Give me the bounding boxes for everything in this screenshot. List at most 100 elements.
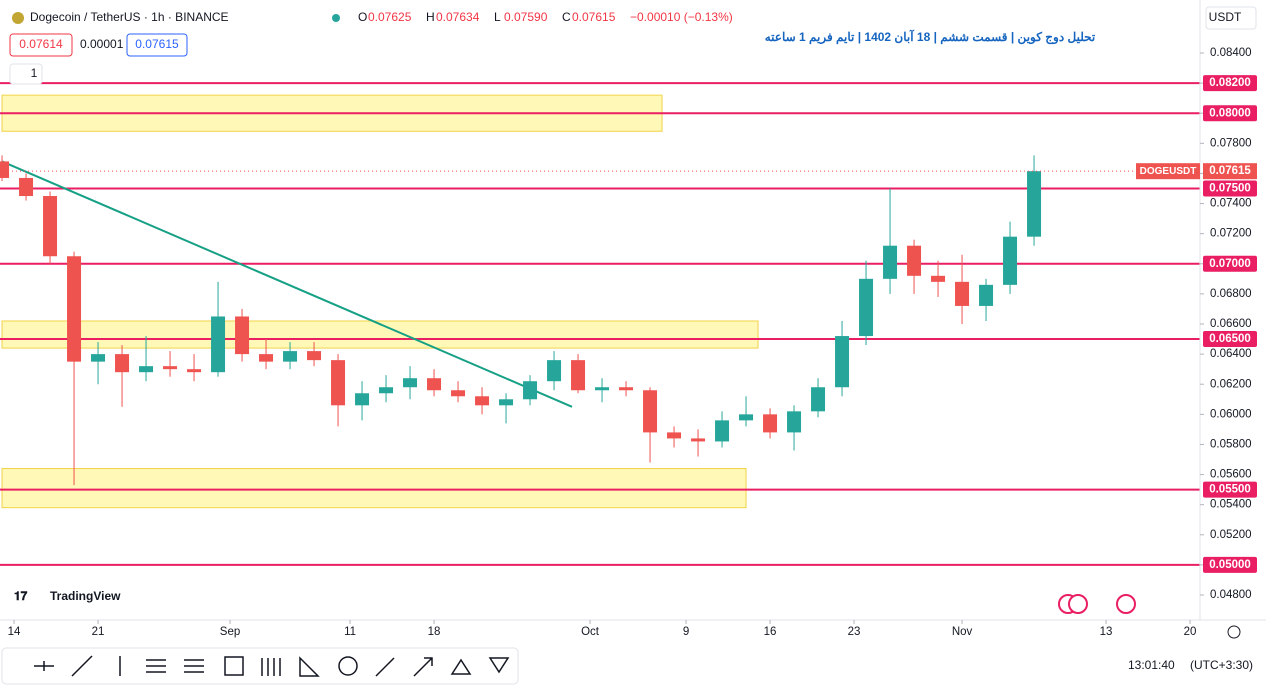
candle-body xyxy=(115,354,130,373)
candle-body xyxy=(499,399,514,406)
candle-body xyxy=(283,351,298,362)
candle-body xyxy=(1003,236,1018,285)
y-tick-label: 0.05400 xyxy=(1210,499,1252,511)
candle-body xyxy=(811,387,826,412)
y-tick-label: 0.06400 xyxy=(1210,348,1252,360)
level-label: 0.08200 xyxy=(1209,77,1251,89)
chart-title: تحلیل دوج کوین | قسمت ششم | 18 آبان 1402… xyxy=(765,28,1096,45)
candle-body xyxy=(67,256,82,362)
y-tick-label: 0.07200 xyxy=(1210,228,1252,240)
candle-body xyxy=(739,414,754,421)
candle-body xyxy=(523,381,538,400)
level-tag xyxy=(1203,105,1257,122)
bid-box[interactable] xyxy=(9,33,73,57)
currency-button[interactable] xyxy=(1205,6,1257,30)
level-label: 0.05500 xyxy=(1209,484,1251,496)
event-flag[interactable] xyxy=(1116,594,1136,614)
level-label: 0.05000 xyxy=(1209,559,1251,571)
level-tag xyxy=(1203,556,1257,573)
candle-body xyxy=(211,316,226,373)
candle-body xyxy=(859,278,874,337)
tool-parallel[interactable] xyxy=(146,659,166,673)
tool-line[interactable] xyxy=(71,655,93,677)
clock: 13:01:40 xyxy=(1128,658,1175,672)
tool-up[interactable] xyxy=(450,658,472,675)
brand-logo-mark: 𝟏𝟕 xyxy=(14,589,28,603)
plot xyxy=(0,82,1200,566)
ohlc: O 0.07625 H 0.07634 L 0.07590 C 0.07615 xyxy=(358,10,616,24)
last-price-label: 0.07615 xyxy=(1209,165,1251,177)
tool-brush[interactable] xyxy=(375,657,395,677)
candle-body xyxy=(19,177,34,197)
candle-body xyxy=(619,387,634,391)
event-flag[interactable] xyxy=(1068,594,1088,614)
bid: 0.07614 xyxy=(19,37,63,51)
currency: USDT xyxy=(1209,10,1242,24)
candle-body xyxy=(43,196,58,257)
ask-box[interactable] xyxy=(126,33,188,57)
level-label: 0.08000 xyxy=(1209,107,1251,119)
candle-body xyxy=(1027,171,1042,237)
candle-body xyxy=(235,316,250,355)
y-tick-label: 0.07400 xyxy=(1210,198,1252,210)
tool-cross[interactable] xyxy=(34,661,54,671)
candle-body xyxy=(163,366,178,370)
brand: TradingView xyxy=(50,589,121,603)
last-price-tag xyxy=(1203,163,1257,180)
tool-down[interactable] xyxy=(488,657,510,674)
tool-rect[interactable] xyxy=(224,656,244,676)
tool-circle[interactable] xyxy=(338,656,358,676)
spread: 0.00001 xyxy=(80,37,124,51)
zone xyxy=(1,468,747,509)
change: −0.00010 (−0.13%) xyxy=(630,10,733,24)
x-tick-label: 11 xyxy=(344,626,356,638)
y-tick-label: 0.06200 xyxy=(1210,378,1252,390)
level-tag xyxy=(1203,180,1257,197)
indicator-toggle[interactable] xyxy=(9,63,43,85)
x-tick-label: Nov xyxy=(952,626,973,638)
ohlc-value: 0.07625 xyxy=(368,10,412,24)
status-dot xyxy=(332,14,340,22)
candle-body xyxy=(787,411,802,433)
ohlc-value: 0.07590 xyxy=(504,10,548,24)
settings-icon[interactable] xyxy=(1227,625,1241,639)
candle-body xyxy=(0,161,10,178)
candle-body xyxy=(547,360,562,382)
x-tick-label: Oct xyxy=(581,626,600,638)
candle-body xyxy=(379,387,394,394)
candle-body xyxy=(931,275,946,282)
zone xyxy=(1,320,759,349)
tool-arrow[interactable] xyxy=(413,657,433,677)
coin-icon xyxy=(12,12,24,24)
tool-gann[interactable] xyxy=(261,658,281,676)
x-tick-label: 23 xyxy=(848,626,861,638)
y-tick-label: 0.07800 xyxy=(1210,137,1252,149)
candle-body xyxy=(259,354,274,362)
candle-body xyxy=(595,387,610,391)
candle-body xyxy=(979,284,994,306)
candle-body xyxy=(715,420,730,442)
x-tick-label: 20 xyxy=(1184,626,1197,638)
ohlc-key: H xyxy=(426,10,435,24)
x-tick-label: 9 xyxy=(683,626,689,638)
ohlc-value: 0.07615 xyxy=(572,10,616,24)
ohlc-key: C xyxy=(562,10,571,24)
tool-triangle[interactable] xyxy=(299,656,320,677)
y-tick-label: 0.04800 xyxy=(1210,589,1252,601)
y-tick-label: 0.05200 xyxy=(1210,529,1252,541)
candle-body xyxy=(883,245,898,279)
ohlc-key: L xyxy=(494,10,501,24)
y-tick-label: 0.06600 xyxy=(1210,318,1252,330)
candle-body xyxy=(427,378,442,391)
candle-body xyxy=(187,369,202,373)
candle-body xyxy=(451,390,466,397)
x-tick-label: 21 xyxy=(92,626,105,638)
candle-body xyxy=(643,390,658,433)
x-tick-label: Sep xyxy=(220,626,240,638)
ohlc-value: 0.07634 xyxy=(436,10,480,24)
y-tick-label: 0.06000 xyxy=(1210,408,1252,420)
indicator-count: 1 xyxy=(31,66,38,80)
y-tick-label: 0.06800 xyxy=(1210,288,1252,300)
tool-fib[interactable] xyxy=(184,659,204,673)
